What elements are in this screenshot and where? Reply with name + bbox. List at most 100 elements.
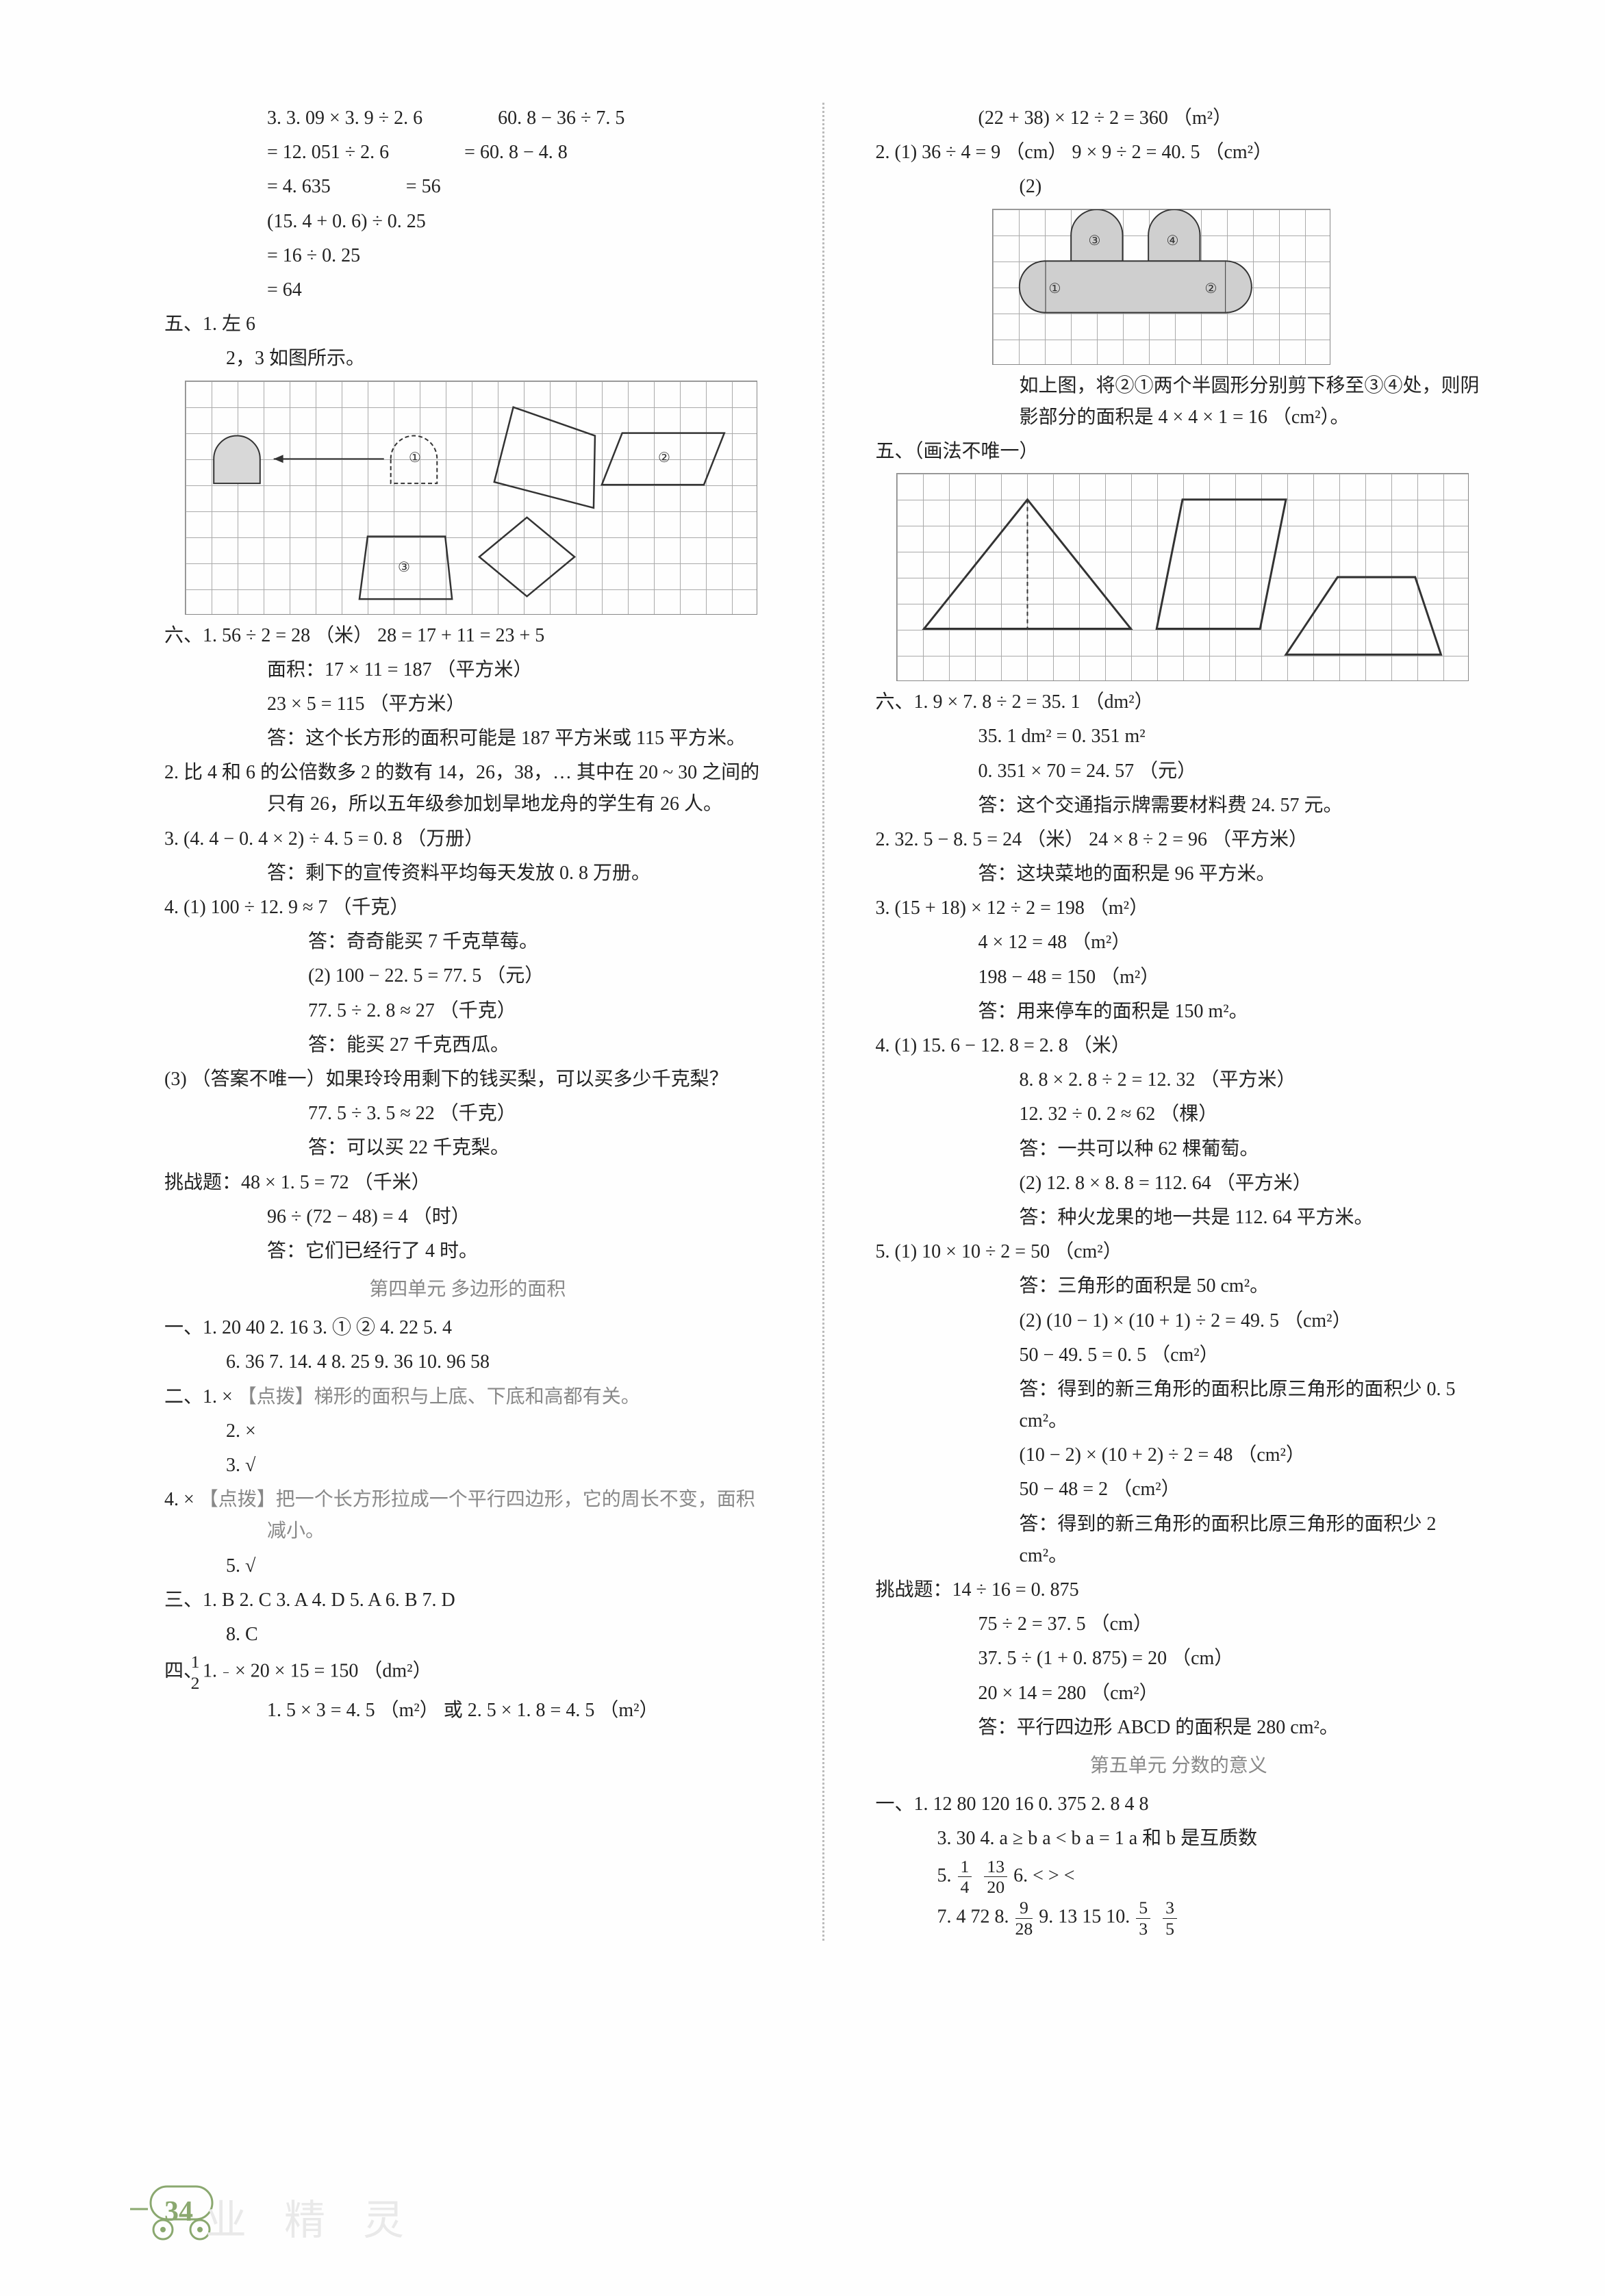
right-column: (22 + 38) × 12 ÷ 2 = 360 （m²） 2. (1) 36 … (876, 103, 1482, 1941)
u5-1-5a: 5. (937, 1865, 957, 1886)
s6-4h: 答：可以买 22 千克梨。 (164, 1132, 771, 1164)
s5-1: 五、1. 左 6 (164, 309, 771, 340)
r6-5g: 50 − 48 = 2 （cm²） (876, 1474, 1482, 1505)
r6-3b: 4 × 12 = 48 （m²） (876, 927, 1482, 958)
p3c1l3: = 4. 635 (267, 171, 331, 203)
p3c2l2: = 60. 8 − 4. 8 (464, 137, 568, 168)
r6-5f: (10 − 2) × (10 + 2) ÷ 2 = 48 （cm²） (876, 1440, 1482, 1471)
frac-3-5: 35 (1163, 1899, 1177, 1938)
unit4-title: 第四单元 多边形的面积 (164, 1274, 771, 1305)
u4-4-1a: 四、1. 12 × 20 × 15 = 150 （dm²） (164, 1653, 771, 1692)
r6-4a: 4. (1) 15. 6 − 12. 8 = 2. 8 （米） (876, 1030, 1482, 1062)
s6-4g: 77. 5 ÷ 3. 5 ≈ 22 （千克） (164, 1098, 771, 1130)
p3c1l5: = 16 ÷ 0. 25 (164, 240, 771, 272)
s6-4f: (3) （答案不唯一）如果玲玲用剩下的钱买梨，可以买多少千克梨？ (164, 1064, 771, 1095)
r6-2b: 答：这块菜地的面积是 96 平方米。 (876, 858, 1482, 890)
s5r: 五、（画法不唯一） (876, 436, 1482, 468)
r2-2: 如上图，将②①两个半圆形分别剪下移至③④处，则阴影部分的面积是 4 × 4 × … (876, 370, 1482, 433)
u4-2-5: 5. √ (164, 1551, 771, 1582)
u4-1-1: 一、1. 20 40 2. 16 3. ① ② 4. 22 5. 4 (164, 1312, 771, 1344)
s6-4c: (2) 100 − 22. 5 = 77. 5 （元） (164, 960, 771, 992)
s6-1c: 23 × 5 = 115 （平方米） (164, 689, 771, 720)
u4-3-1: 三、1. B 2. C 3. A 4. D 5. A 6. B 7. D (164, 1585, 771, 1616)
p3c2l3: = 56 (406, 171, 441, 203)
page-number-badge: 34 (130, 2183, 240, 2255)
column-divider (822, 103, 824, 1941)
rchal-d: 20 × 14 = 280 （cm²） (876, 1678, 1482, 1709)
p3c1l1: 3. 3. 09 × 3. 9 ÷ 2. 6 (267, 103, 422, 134)
r6-4e: (2) 12. 8 × 8. 8 = 112. 64 （平方米） (876, 1168, 1482, 1199)
frac-1-4: 14 (958, 1858, 972, 1897)
r6-5c: (2) (10 − 1) × (10 + 1) ÷ 2 = 49. 5 （cm²… (876, 1305, 1482, 1337)
r6-2a: 2. 32. 5 − 8. 5 = 24 （米） 24 × 8 ÷ 2 = 96… (876, 824, 1482, 856)
chal-c: 答：它们已经行了 4 时。 (164, 1236, 771, 1267)
u5-1-7: 7. 4 72 8. 928 9. 13 15 10. 53 35 (876, 1899, 1482, 1938)
r0: (22 + 38) × 12 ÷ 2 = 360 （m²） (876, 103, 1482, 134)
rchal-e: 答：平行四边形 ABCD 的面积是 280 cm²。 (876, 1712, 1482, 1744)
s5-2: 2，3 如图所示。 (164, 343, 771, 374)
u4-4-1a-rest: × 20 × 15 = 150 （dm²） (230, 1661, 432, 1682)
unit5-title: 第五单元 分数的意义 (876, 1750, 1482, 1782)
grid-figure-3 (896, 473, 1469, 681)
s6-4a: 4. (1) 100 ÷ 12. 9 ≈ 7 （千克） (164, 892, 771, 923)
u4-3-2: 8. C (164, 1619, 771, 1650)
r6-5b: 答：三角形的面积是 50 cm²。 (876, 1271, 1482, 1302)
r6-4f: 答：种火龙果的地一共是 112. 64 平方米。 (876, 1202, 1482, 1234)
s6-1d: 答：这个长方形的面积可能是 187 平方米或 115 平方米。 (164, 723, 771, 754)
p3-l1: 3. 3. 09 × 3. 9 ÷ 2. 6 60. 8 − 36 ÷ 7. 5 (164, 103, 771, 134)
grid-figure-2: ③ ④ ① ② (992, 209, 1330, 365)
chal-a: 挑战题：48 × 1. 5 = 72 （千米） (164, 1167, 771, 1199)
grid-figure-1: ① ② ③ (185, 381, 757, 615)
r6-5h: 答：得到的新三角形的面积比原三角形的面积少 2 cm²。 (876, 1509, 1482, 1572)
u5-1-7a: 7. 4 72 8. (937, 1906, 1014, 1928)
s6-1a: 六、1. 56 ÷ 2 = 28 （米） 28 = 17 + 11 = 23 +… (164, 620, 771, 652)
u4-2-1: 二、1. × 【点拨】梯形的面积与上底、下底和高都有关。 (164, 1381, 771, 1413)
s6-4d: 77. 5 ÷ 2. 8 ≈ 27 （千克） (164, 995, 771, 1027)
left-column: 3. 3. 09 × 3. 9 ÷ 2. 6 60. 8 − 36 ÷ 7. 5… (164, 103, 771, 1941)
page-number: 34 (164, 2189, 193, 2236)
p3c1l6: = 64 (164, 275, 771, 306)
u4-2-4a: 4. × (164, 1489, 199, 1510)
u5-1-7b: 9. 13 15 10. (1034, 1906, 1135, 1928)
p3c1l4: (15. 4 + 0. 6) ÷ 0. 25 (164, 206, 771, 238)
r6-4b: 8. 8 × 2. 8 ÷ 2 = 12. 32 （平方米） (876, 1064, 1482, 1096)
s6-1b: 面积：17 × 11 = 187 （平方米） (164, 654, 771, 686)
rchal-c: 37. 5 ÷ (1 + 0. 875) = 20 （cm） (876, 1643, 1482, 1674)
u5-1-1: 一、1. 12 80 120 16 0. 375 2. 8 4 8 (876, 1789, 1482, 1820)
r6-4d: 答：一共可以种 62 棵葡萄。 (876, 1134, 1482, 1165)
u4-4-1b: 1. 5 × 3 = 4. 5 （m²） 或 2. 5 × 1. 8 = 4. … (164, 1695, 771, 1726)
frac-5-3: 53 (1136, 1899, 1150, 1938)
r6-1b: 35. 1 dm² = 0. 351 m² (876, 721, 1482, 752)
r6-3c: 198 − 48 = 150 （m²） (876, 962, 1482, 993)
u5-1-3: 3. 30 4. a ≥ b a < b a = 1 a 和 b 是互质数 (876, 1823, 1482, 1854)
r6-4c: 12. 32 ÷ 0. 2 ≈ 62 （棵） (876, 1099, 1482, 1130)
r6-3d: 答：用来停车的面积是 150 m²。 (876, 996, 1482, 1028)
s6-4e: 答：能买 27 千克西瓜。 (164, 1030, 771, 1061)
s6-3a: 3. (4. 4 − 0. 4 × 2) ÷ 4. 5 = 0. 8 （万册） (164, 824, 771, 855)
r6-5a: 5. (1) 10 × 10 ÷ 2 = 50 （cm²） (876, 1236, 1482, 1268)
tip-1: 【点拨】梯形的面积与上底、下底和高都有关。 (238, 1386, 640, 1407)
r6-3a: 3. (15 + 18) × 12 ÷ 2 = 198 （m²） (876, 893, 1482, 924)
r6-1c: 0. 351 × 70 = 24. 57 （元） (876, 756, 1482, 787)
r6-5d: 50 − 49. 5 = 0. 5 （cm²） (876, 1340, 1482, 1371)
r6-1a: 六、1. 9 × 7. 8 ÷ 2 = 35. 1 （dm²） (876, 687, 1482, 718)
u4-2-3: 3. √ (164, 1450, 771, 1481)
u4-2-4: 4. × 【点拨】把一个长方形拉成一个平行四边形，它的周长不变，面积减小。 (164, 1484, 771, 1547)
rchal-b: 75 ÷ 2 = 37. 5 （cm） (876, 1609, 1482, 1640)
rchal-a: 挑战题：14 ÷ 16 = 0. 875 (876, 1574, 1482, 1606)
chal-b: 96 ÷ (72 − 48) = 4 （时） (164, 1201, 771, 1233)
r6-5e: 答：得到的新三角形的面积比原三角形的面积少 0. 5 cm²。 (876, 1374, 1482, 1437)
p3c2l1: 60. 8 − 36 ÷ 7. 5 (498, 103, 624, 134)
s6-2: 2. 比 4 和 6 的公倍数多 2 的数有 14，26，38，… 其中在 20… (164, 757, 771, 820)
tip-2: 【点拨】把一个长方形拉成一个平行四边形，它的周长不变，面积减小。 (199, 1489, 755, 1542)
s6-4b: 答：奇奇能买 7 千克草莓。 (164, 926, 771, 958)
frac-13-20: 1320 (984, 1858, 1007, 1897)
u5-1-5b: 6. < > < (1009, 1865, 1074, 1886)
frac-9-28: 928 (1015, 1899, 1033, 1938)
u4-1-2: 6. 36 7. 14. 4 8. 25 9. 36 10. 96 58 (164, 1347, 771, 1378)
u4-2-2: 2. × (164, 1416, 771, 1447)
r6-1d: 答：这个交通指示牌需要材料费 24. 57 元。 (876, 790, 1482, 821)
s6-3b: 答：剩下的宣传资料平均每天发放 0. 8 万册。 (164, 858, 771, 889)
u5-1-5: 5. 14 1320 6. < > < (876, 1858, 1482, 1897)
u4-2-1a: 二、1. × (164, 1386, 238, 1407)
